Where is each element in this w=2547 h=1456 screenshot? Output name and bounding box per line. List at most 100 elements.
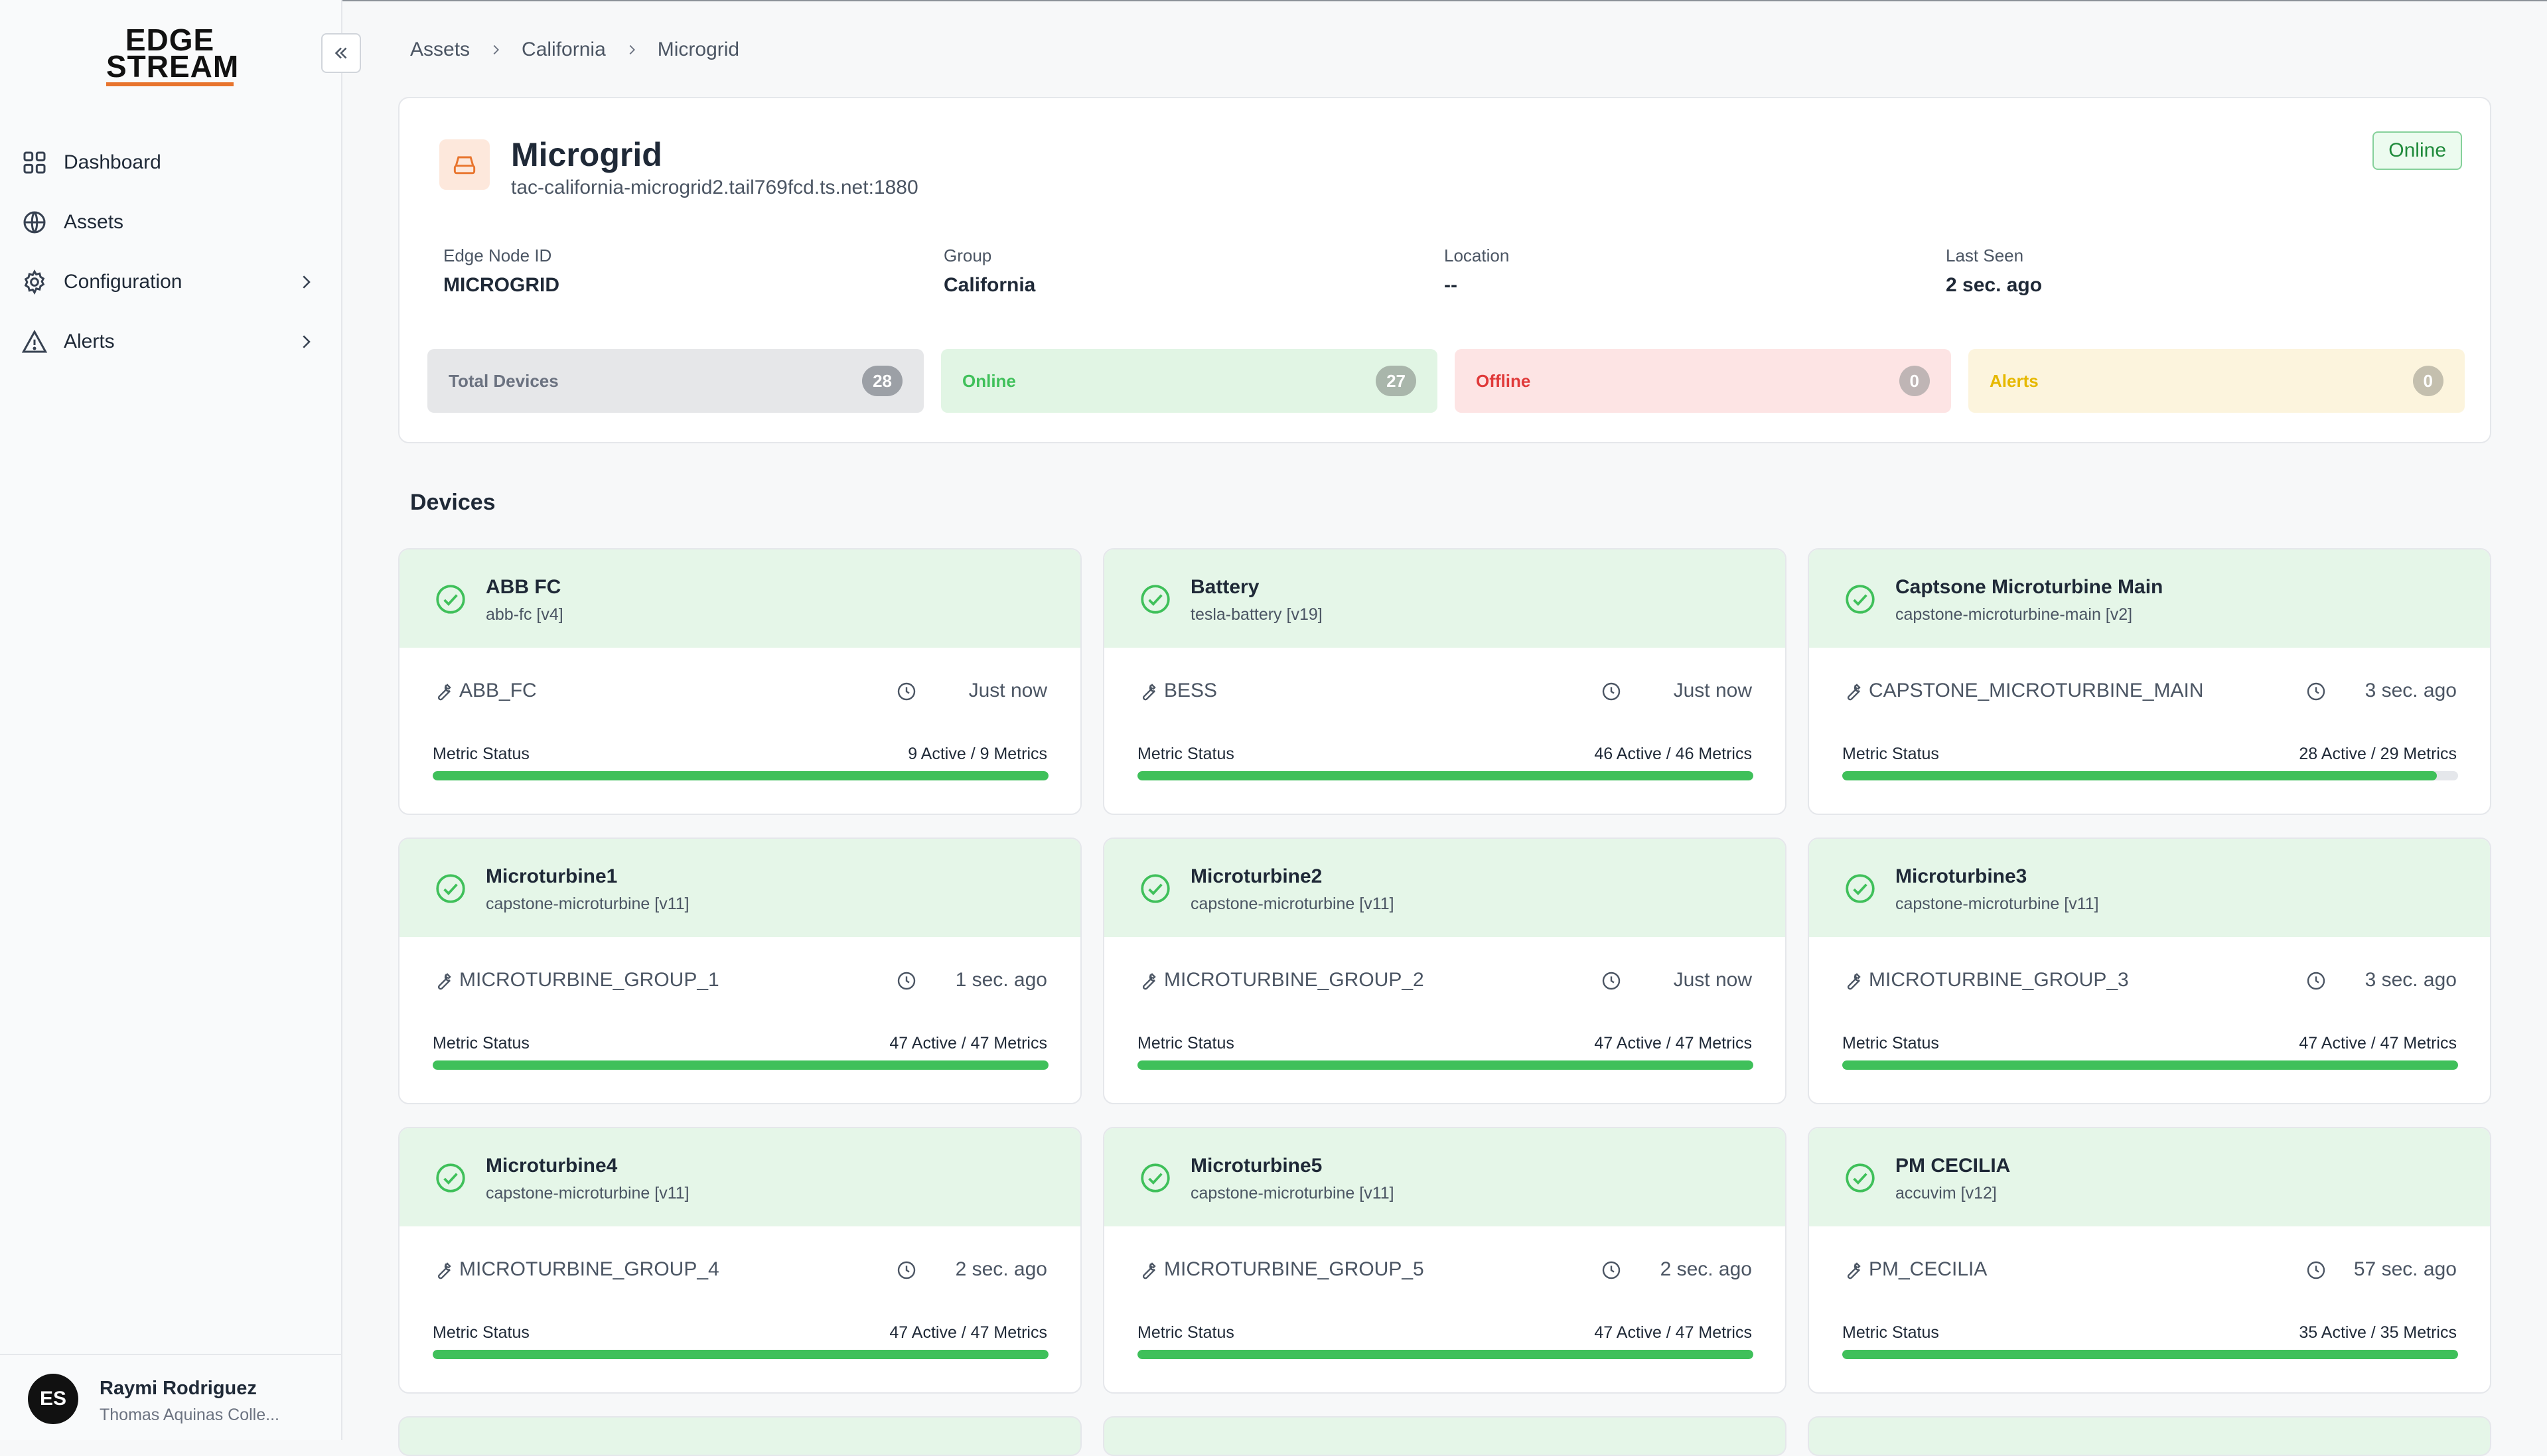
meta-value: 2 sec. ago (1946, 274, 2043, 296)
check-circle-icon (436, 585, 465, 614)
device-card[interactable]: Microturbine4 capstone-microturbine [v11]… (398, 1127, 1082, 1394)
device-card[interactable]: Battery tesla-battery [v19] BESS Just now Me… (1103, 548, 1786, 815)
chevron-right-icon[interactable] (296, 272, 316, 292)
device-name: Microturbine1 (486, 865, 618, 887)
metric-progress-fill (1137, 1060, 1753, 1070)
server-icon (439, 139, 490, 190)
breadcrumb-california[interactable]: California (522, 38, 606, 60)
meta-value: California (944, 274, 1036, 296)
stat-total-devices[interactable]: Total Devices 28 (427, 349, 924, 413)
stat-online[interactable]: Online 27 (941, 349, 1437, 413)
clock-icon (897, 972, 916, 990)
device-card-header: PM CECILIA accuvim [v12] (1809, 1128, 2490, 1226)
device-name: ABB FC (486, 576, 561, 598)
device-card[interactable]: Captsone Microturbine Main capstone-micro… (1808, 548, 2491, 815)
wrench-icon (437, 684, 451, 701)
clock-icon (2307, 682, 2325, 701)
device-last-seen: Just now (1673, 680, 1752, 701)
node-summary-card: Microgrid tac-california-microgrid2.tail… (398, 97, 2491, 443)
metric-progress-fill (1137, 771, 1753, 780)
breadcrumb: Assets California Microgrid (410, 38, 739, 61)
chevron-right-icon (629, 44, 635, 55)
metric-status-label: Metric Status (1137, 1323, 1234, 1342)
app-logo[interactable]: EDGE STREAM (106, 25, 240, 86)
meta-label: Group (944, 246, 992, 265)
check-circle-icon (1846, 585, 1875, 614)
metric-progress-bar (1842, 1350, 2458, 1359)
device-type: capstone-microturbine [v11] (486, 1184, 690, 1202)
device-card[interactable]: ABB FC abb-fc [v4] ABB_FC Just now Metric St… (398, 548, 1082, 815)
sidebar-item-alerts[interactable]: Alerts (0, 312, 342, 372)
metric-progress-bar (1137, 1350, 1753, 1359)
check-circle-icon (436, 1163, 465, 1193)
metric-progress-bar (433, 1060, 1049, 1070)
metric-progress-fill (1842, 771, 2437, 780)
device-card-header: Microturbine5 capstone-microturbine [v11] (1104, 1128, 1785, 1226)
metric-status-label: Metric Status (1842, 745, 1939, 763)
device-card[interactable]: PM CECILIA accuvim [v12] PM_CECILIA 57 sec.… (1808, 1127, 2491, 1394)
meta-group: Group California (944, 246, 1342, 297)
meta-location: Location -- (1444, 246, 1842, 297)
metric-count: 47 Active / 47 Metrics (889, 1034, 1047, 1053)
metric-progress-fill (1137, 1350, 1753, 1359)
metric-progress-bar (1842, 1060, 2458, 1070)
device-card-header: Microturbine3 capstone-microturbine [v11] (1809, 839, 2490, 937)
metric-count: 47 Active / 47 Metrics (2299, 1034, 2457, 1053)
device-last-seen: 57 sec. ago (2353, 1258, 2457, 1280)
metric-progress-bar (1137, 771, 1753, 780)
device-card[interactable]: Microturbine2 capstone-microturbine [v11]… (1103, 837, 1786, 1104)
collapse-sidebar-button[interactable] (321, 33, 361, 73)
device-type: abb-fc [v4] (486, 605, 563, 624)
device-last-seen: Just now (1673, 969, 1752, 991)
device-tag: BESS (1164, 680, 1218, 701)
check-circle-icon (1141, 874, 1170, 903)
check-circle-icon (1846, 1163, 1875, 1193)
device-tag: MICROTURBINE_GROUP_1 (459, 969, 719, 991)
chevron-right-icon (493, 44, 499, 55)
user-profile[interactable]: ES Raymi Rodriguez Thomas Aquinas Colle.… (0, 1354, 342, 1441)
meta-value: MICROGRID (443, 274, 559, 296)
grid-icon (23, 151, 46, 174)
device-card[interactable]: Microturbine3 capstone-microturbine [v11]… (1808, 837, 2491, 1104)
window-top-edge (0, 0, 2547, 1)
clock-icon (2307, 1261, 2325, 1279)
warning-icon (21, 329, 48, 353)
meta-label: Edge Node ID (443, 246, 552, 265)
device-last-seen: 3 sec. ago (2365, 680, 2457, 701)
stat-label: Total Devices (449, 370, 559, 391)
logo-text-stream: STREAM (106, 49, 240, 84)
device-name: Microturbine2 (1191, 865, 1323, 887)
device-card[interactable]: Microturbine1 capstone-microturbine [v11]… (398, 837, 1082, 1104)
chevron-right-icon[interactable] (296, 332, 316, 352)
stat-alerts[interactable]: Alerts 0 (1968, 349, 2465, 413)
device-name: Captsone Microturbine Main (1895, 576, 2163, 598)
clock-icon (1602, 682, 1621, 701)
sidebar-item-configuration[interactable]: Configuration (0, 252, 342, 312)
wrench-icon (1142, 684, 1156, 701)
metric-progress-fill (433, 1060, 1049, 1070)
gear-icon (24, 269, 45, 295)
device-card-partial[interactable] (1808, 1416, 2491, 1456)
device-card-partial[interactable] (1103, 1416, 1786, 1456)
device-card-header: Captsone Microturbine Main capstone-micro… (1809, 549, 2490, 648)
avatar: ES (28, 1374, 78, 1424)
metric-count: 28 Active / 29 Metrics (2299, 745, 2457, 763)
device-card-partial[interactable] (398, 1416, 1082, 1456)
device-last-seen: 1 sec. ago (955, 969, 1047, 991)
metric-progress-fill (433, 771, 1049, 780)
sidebar-item-assets[interactable]: Assets (0, 192, 342, 252)
device-card-header: Microturbine4 capstone-microturbine [v11] (400, 1128, 1080, 1226)
meta-label: Location (1444, 246, 1510, 265)
clock-icon (897, 1261, 916, 1279)
sidebar-item-label: Dashboard (64, 151, 161, 173)
device-card[interactable]: Microturbine5 capstone-microturbine [v11]… (1103, 1127, 1786, 1394)
device-tag: ABB_FC (459, 680, 537, 701)
sidebar-nav: Dashboard Assets Configuration Alerts (0, 133, 342, 372)
devices-heading: Devices (410, 490, 496, 515)
metric-progress-fill (1842, 1350, 2458, 1359)
stat-offline[interactable]: Offline 0 (1455, 349, 1951, 413)
sidebar-item-dashboard[interactable]: Dashboard (0, 133, 342, 192)
device-type: capstone-microturbine [v11] (1895, 895, 2099, 913)
device-type: capstone-microturbine [v11] (1191, 1184, 1394, 1202)
breadcrumb-assets[interactable]: Assets (410, 38, 471, 60)
